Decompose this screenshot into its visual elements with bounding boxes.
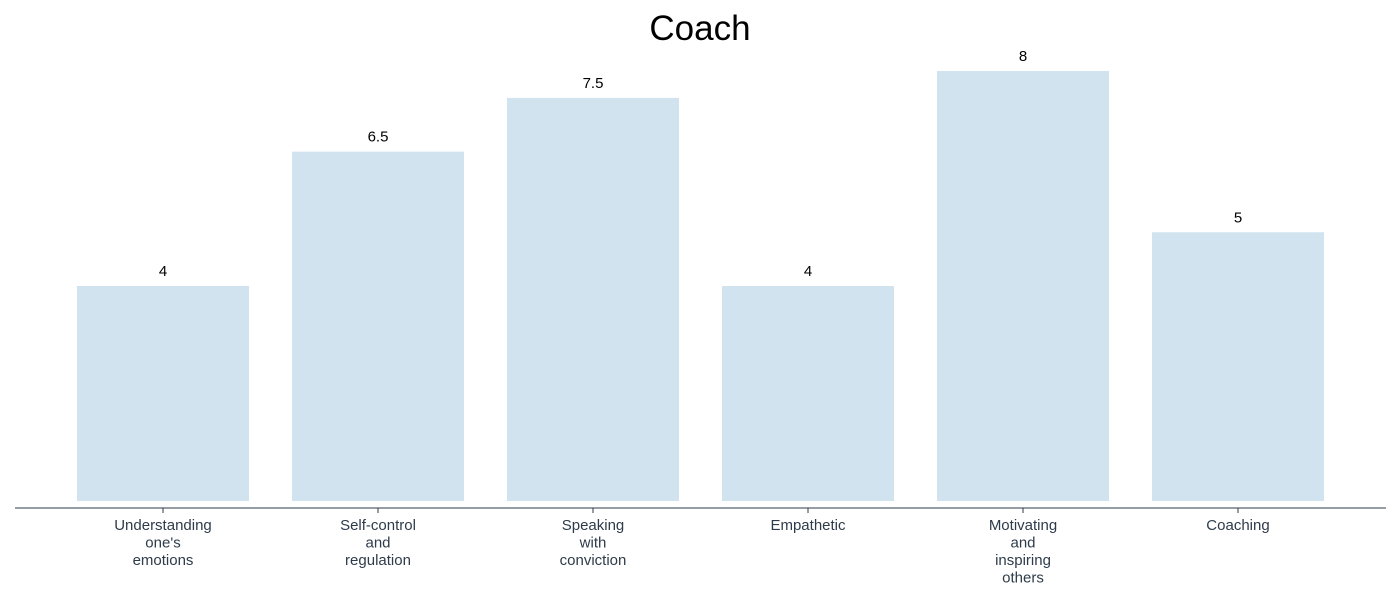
x-tick-label-line: inspiring — [995, 552, 1051, 569]
x-tick-label-line: others — [1002, 570, 1044, 587]
bar-1 — [292, 151, 464, 501]
x-tick-label-2: Speaking with conviction — [560, 517, 627, 569]
x-tick-label-line: one's — [145, 535, 180, 552]
x-tick-label-line: Speaking — [562, 517, 625, 534]
x-tick-label-4: Motivating and inspiring others — [989, 517, 1057, 587]
bar-4 — [937, 71, 1109, 501]
x-tick-label-1: Self-control and regulation — [340, 517, 416, 569]
bar-3 — [722, 286, 894, 501]
x-tick-label-0: Understanding one's emotions — [114, 517, 212, 569]
chart-title: Coach — [649, 9, 750, 48]
x-tick-label-line: and — [1010, 535, 1035, 552]
x-tick-label-line: regulation — [345, 552, 411, 569]
bar-value-label-4: 8 — [1019, 48, 1027, 65]
bar-5 — [1152, 232, 1324, 501]
x-tick-label-line: Coaching — [1206, 517, 1269, 534]
x-tick-label-line: emotions — [133, 552, 194, 569]
bar-value-label-1: 6.5 — [368, 129, 389, 146]
bar-value-label-5: 5 — [1234, 209, 1242, 226]
x-tick-label-3: Empathetic — [770, 517, 846, 534]
x-tick-label-line: with — [579, 535, 607, 552]
bar-2 — [507, 97, 679, 501]
x-tick-label-line: conviction — [560, 552, 627, 569]
x-tick-label-5: Coaching — [1206, 517, 1269, 534]
x-tick-label-line: Empathetic — [770, 517, 846, 534]
x-tick-label-line: Understanding — [114, 517, 212, 534]
x-tick-label-line: and — [365, 535, 390, 552]
bar-0 — [77, 286, 249, 501]
bar-value-label-2: 7.5 — [583, 75, 604, 92]
x-tick-label-line: Motivating — [989, 517, 1057, 534]
bars-group: 4 6.5 7.5 4 8 5 — [77, 48, 1324, 501]
x-tick-label-line: Self-control — [340, 517, 416, 534]
bar-value-label-3: 4 — [804, 263, 812, 280]
bar-value-label-0: 4 — [159, 263, 167, 280]
